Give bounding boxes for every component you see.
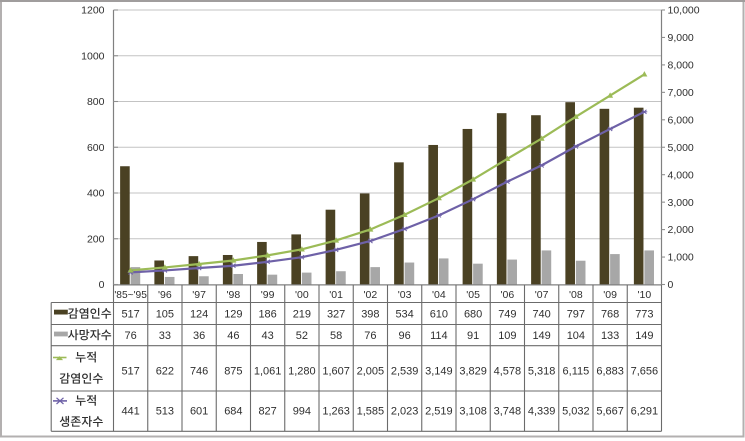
svg-text:'99: '99 xyxy=(261,289,275,301)
svg-text:6,000: 6,000 xyxy=(668,114,694,126)
svg-text:1,280: 1,280 xyxy=(288,365,316,377)
svg-text:398: 398 xyxy=(361,308,379,320)
svg-text:441: 441 xyxy=(121,406,139,418)
svg-text:3,829: 3,829 xyxy=(459,365,487,377)
svg-text:601: 601 xyxy=(190,406,208,418)
svg-text:684: 684 xyxy=(224,406,242,418)
svg-text:33: 33 xyxy=(159,330,171,342)
svg-text:'96: '96 xyxy=(158,289,172,301)
svg-text:800: 800 xyxy=(87,96,105,108)
svg-text:'03: '03 xyxy=(398,289,412,301)
svg-text:105: 105 xyxy=(156,308,174,320)
svg-text:534: 534 xyxy=(395,308,413,320)
svg-text:2,005: 2,005 xyxy=(357,365,385,377)
svg-text:'08: '08 xyxy=(569,289,583,301)
svg-text:1,000: 1,000 xyxy=(668,252,694,264)
svg-text:797: 797 xyxy=(567,308,585,320)
svg-text:1,263: 1,263 xyxy=(322,406,350,418)
svg-text:200: 200 xyxy=(87,233,105,245)
svg-text:'09: '09 xyxy=(603,289,617,301)
svg-text:96: 96 xyxy=(398,330,410,342)
svg-text:219: 219 xyxy=(293,308,311,320)
svg-text:5,667: 5,667 xyxy=(596,406,624,418)
svg-text:773: 773 xyxy=(635,308,653,320)
svg-text:2,000: 2,000 xyxy=(668,224,694,236)
svg-text:5,318: 5,318 xyxy=(528,365,556,377)
svg-text:1,061: 1,061 xyxy=(254,365,282,377)
svg-text:749: 749 xyxy=(498,308,516,320)
svg-text:186: 186 xyxy=(258,308,276,320)
svg-text:7,656: 7,656 xyxy=(631,365,659,377)
svg-text:76: 76 xyxy=(364,330,376,342)
svg-text:'05: '05 xyxy=(466,289,480,301)
svg-text:4,000: 4,000 xyxy=(668,169,694,181)
svg-text:104: 104 xyxy=(567,330,585,342)
svg-text:2,519: 2,519 xyxy=(425,406,453,418)
svg-text:'07: '07 xyxy=(535,289,549,301)
svg-text:'97: '97 xyxy=(192,289,206,301)
svg-text:3,748: 3,748 xyxy=(494,406,522,418)
svg-text:0: 0 xyxy=(668,279,674,291)
svg-text:3,108: 3,108 xyxy=(459,406,487,418)
svg-text:'06: '06 xyxy=(501,289,515,301)
svg-text:'10: '10 xyxy=(638,289,652,301)
svg-text:400: 400 xyxy=(87,188,105,200)
svg-text:4,339: 4,339 xyxy=(528,406,556,418)
svg-text:740: 740 xyxy=(532,308,550,320)
svg-text:327: 327 xyxy=(327,308,345,320)
svg-text:2,023: 2,023 xyxy=(391,406,419,418)
svg-text:46: 46 xyxy=(227,330,239,342)
svg-text:827: 827 xyxy=(258,406,276,418)
svg-text:'01: '01 xyxy=(329,289,343,301)
svg-text:9,000: 9,000 xyxy=(668,32,694,44)
svg-text:7,000: 7,000 xyxy=(668,87,694,99)
svg-text:5,000: 5,000 xyxy=(668,142,694,154)
svg-text:517: 517 xyxy=(121,365,139,377)
svg-text:36: 36 xyxy=(193,330,205,342)
svg-text:513: 513 xyxy=(156,406,174,418)
svg-text:994: 994 xyxy=(293,406,311,418)
svg-text:2,539: 2,539 xyxy=(391,365,419,377)
svg-text:10,000: 10,000 xyxy=(668,5,700,17)
svg-text:3,149: 3,149 xyxy=(425,365,453,377)
svg-text:3,000: 3,000 xyxy=(668,197,694,209)
svg-text:4,578: 4,578 xyxy=(494,365,522,377)
svg-text:1,607: 1,607 xyxy=(322,365,350,377)
svg-text:109: 109 xyxy=(498,330,516,342)
svg-text:5,032: 5,032 xyxy=(562,406,590,418)
svg-text:6,883: 6,883 xyxy=(596,365,624,377)
svg-text:43: 43 xyxy=(261,330,273,342)
svg-text:610: 610 xyxy=(430,308,448,320)
svg-text:91: 91 xyxy=(467,330,479,342)
svg-text:'00: '00 xyxy=(295,289,309,301)
svg-text:1000: 1000 xyxy=(81,50,105,62)
svg-text:517: 517 xyxy=(121,308,139,320)
svg-text:768: 768 xyxy=(601,308,619,320)
svg-text:875: 875 xyxy=(224,365,242,377)
svg-text:76: 76 xyxy=(124,330,136,342)
svg-text:1200: 1200 xyxy=(81,5,105,17)
svg-text:0: 0 xyxy=(99,279,105,291)
svg-text:680: 680 xyxy=(464,308,482,320)
svg-text:114: 114 xyxy=(430,330,448,342)
svg-text:622: 622 xyxy=(156,365,174,377)
svg-text:600: 600 xyxy=(87,142,105,154)
svg-text:746: 746 xyxy=(190,365,208,377)
svg-text:52: 52 xyxy=(296,330,308,342)
svg-text:149: 149 xyxy=(532,330,550,342)
svg-text:1,585: 1,585 xyxy=(357,406,385,418)
svg-text:149: 149 xyxy=(635,330,653,342)
svg-text:6,291: 6,291 xyxy=(631,406,659,418)
svg-text:124: 124 xyxy=(190,308,208,320)
svg-text:'02: '02 xyxy=(364,289,378,301)
svg-text:6,115: 6,115 xyxy=(563,365,590,377)
svg-text:'85~'95: '85~'95 xyxy=(114,289,147,301)
svg-text:133: 133 xyxy=(601,330,619,342)
svg-text:8,000: 8,000 xyxy=(668,60,694,72)
svg-text:'98: '98 xyxy=(227,289,241,301)
svg-text:58: 58 xyxy=(330,330,342,342)
svg-text:129: 129 xyxy=(224,308,242,320)
svg-text:'04: '04 xyxy=(432,289,446,301)
